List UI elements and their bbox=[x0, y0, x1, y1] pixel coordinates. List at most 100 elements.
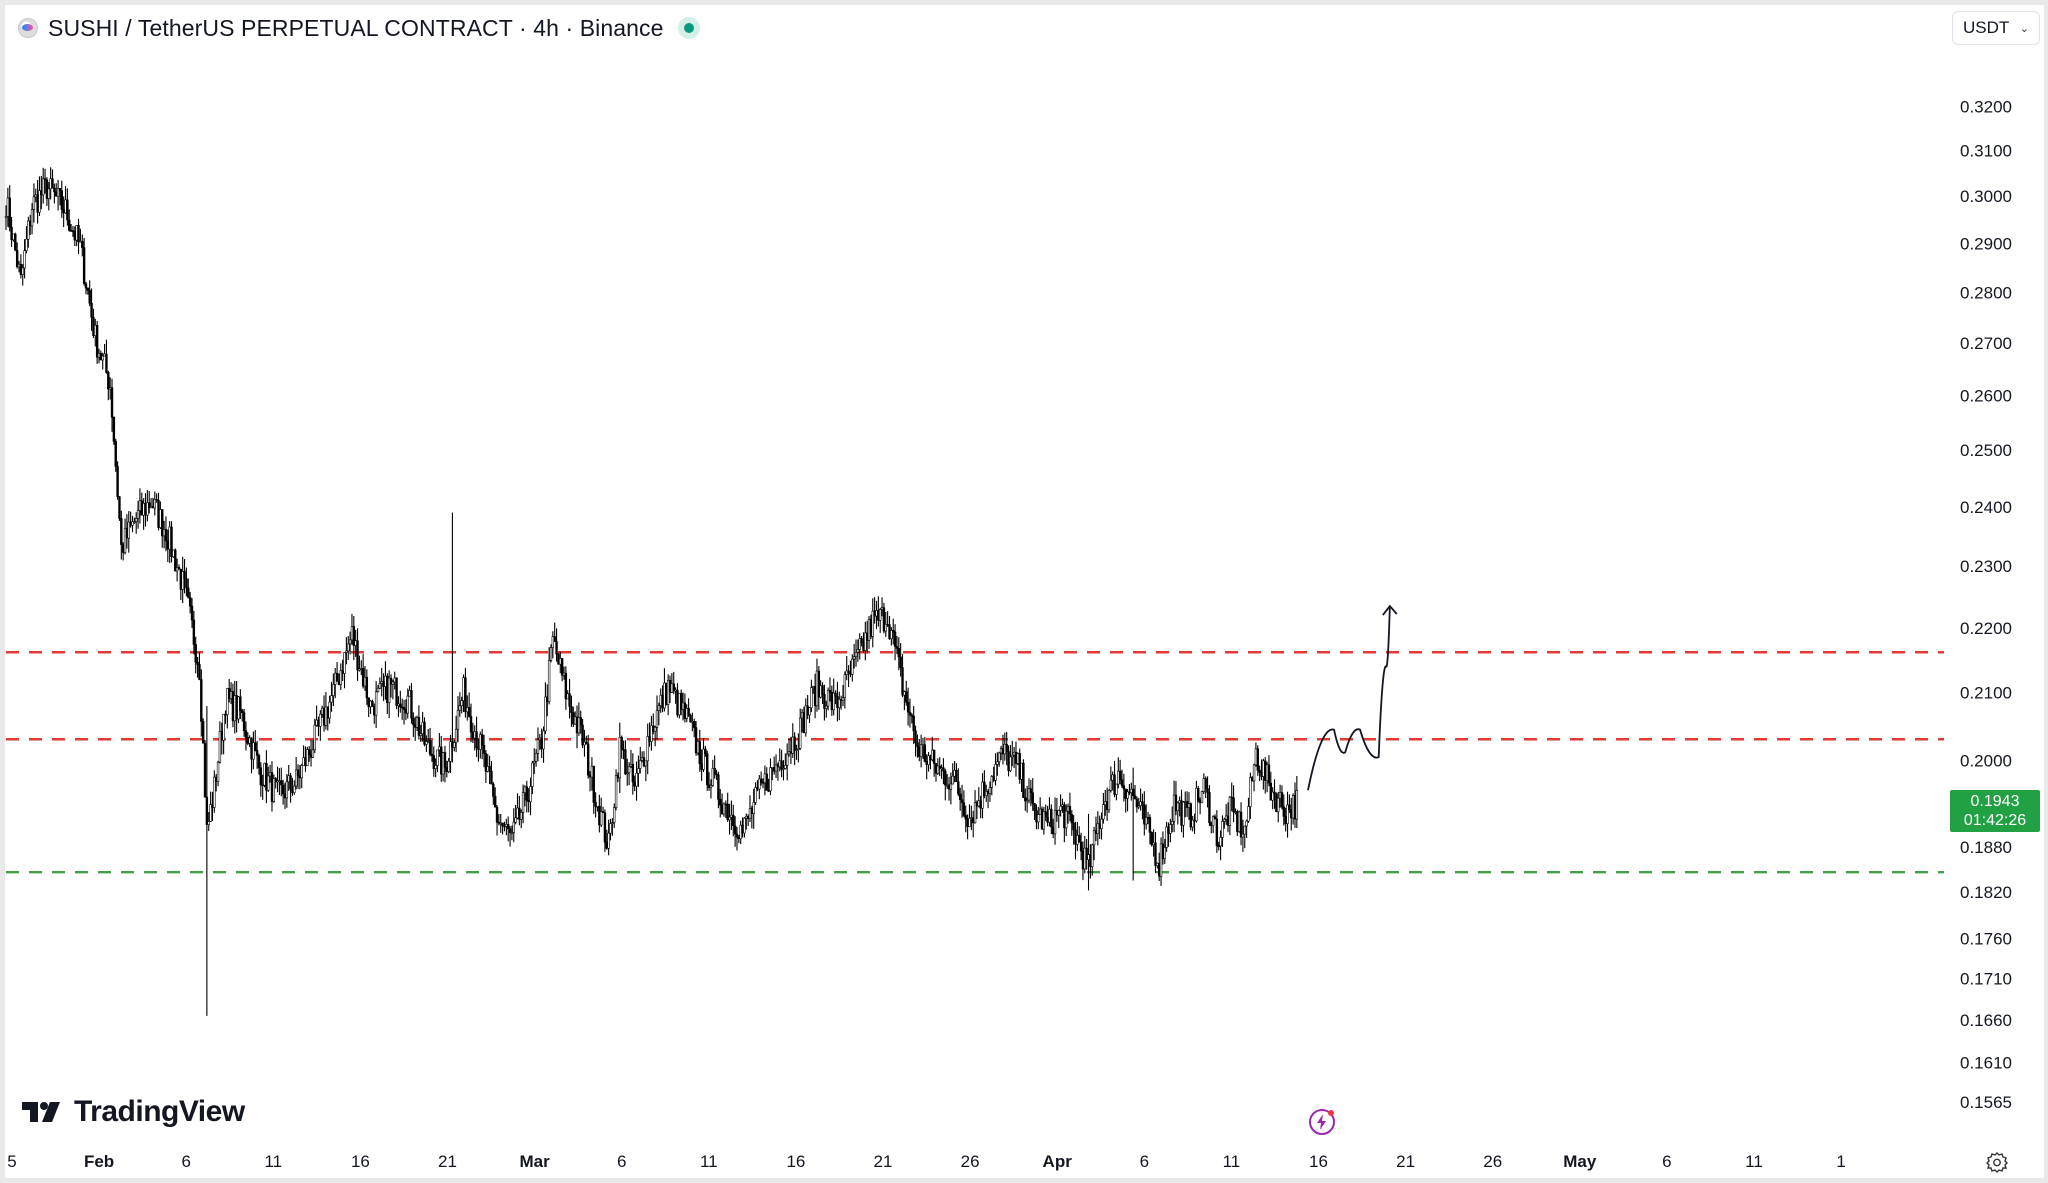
candle-body bbox=[1184, 801, 1187, 803]
candle-body bbox=[1135, 798, 1139, 808]
candle-body bbox=[1055, 810, 1059, 816]
candle-body bbox=[373, 705, 376, 716]
lightning-icon[interactable] bbox=[1308, 1108, 1336, 1136]
candle-body bbox=[620, 736, 623, 750]
candle-body bbox=[374, 691, 378, 716]
candle-body bbox=[337, 681, 341, 685]
tradingview-mark-icon bbox=[22, 1102, 60, 1122]
candle-body bbox=[330, 695, 333, 703]
candle-body bbox=[670, 683, 674, 693]
candle-body bbox=[1083, 847, 1087, 870]
candle-body bbox=[650, 725, 653, 742]
projection-path[interactable] bbox=[1307, 605, 1391, 791]
candle-body bbox=[378, 683, 382, 689]
candle-body bbox=[1053, 810, 1057, 835]
candle-body bbox=[923, 744, 927, 762]
candle-body bbox=[663, 682, 666, 709]
candle-body bbox=[609, 823, 612, 834]
candle-body bbox=[906, 701, 910, 713]
candle-body bbox=[207, 821, 210, 826]
candle-body bbox=[341, 670, 344, 674]
candle-body bbox=[1167, 826, 1170, 834]
symbol-title[interactable]: SUSHI / TetherUS PERPETUAL CONTRACT · 4h… bbox=[48, 14, 664, 41]
candle-body bbox=[652, 725, 655, 732]
candle-body bbox=[1100, 818, 1103, 829]
candle-body bbox=[354, 640, 357, 646]
candle-body bbox=[324, 706, 328, 726]
candle-body bbox=[384, 675, 387, 687]
candle-body bbox=[423, 721, 426, 745]
candle-body bbox=[689, 715, 692, 723]
candle-body bbox=[1014, 751, 1018, 764]
candle-body bbox=[441, 752, 445, 775]
candle-body bbox=[1191, 819, 1194, 828]
candle-body bbox=[897, 648, 901, 658]
candle-body bbox=[683, 702, 687, 719]
candle-body bbox=[200, 679, 203, 722]
candle-body bbox=[761, 782, 765, 784]
candle-body bbox=[488, 766, 491, 772]
candle-body bbox=[696, 741, 700, 754]
candle-body bbox=[419, 733, 422, 736]
candle-body bbox=[720, 804, 724, 815]
candle-body bbox=[1065, 810, 1068, 829]
time-tick-label: 6 bbox=[1662, 1152, 1671, 1171]
candle-body bbox=[598, 805, 601, 826]
candle-body bbox=[1078, 835, 1081, 843]
candle-body bbox=[810, 687, 813, 709]
candle-body bbox=[161, 509, 164, 537]
candle-body bbox=[1018, 753, 1021, 780]
candle-body bbox=[237, 696, 240, 720]
candle-body bbox=[129, 521, 132, 526]
candle-body bbox=[1096, 823, 1100, 834]
candle-body bbox=[220, 731, 223, 741]
candle-body bbox=[1040, 808, 1044, 830]
candle-body bbox=[795, 749, 798, 751]
candle-body bbox=[1158, 862, 1161, 877]
candle-body bbox=[516, 807, 519, 819]
tradingview-logo[interactable]: TradingView bbox=[22, 1095, 245, 1129]
candle-body bbox=[594, 802, 597, 807]
candle-body bbox=[159, 509, 162, 528]
candle-body bbox=[776, 764, 780, 768]
settings-gear-icon[interactable] bbox=[1985, 1150, 2009, 1174]
candle-body bbox=[118, 496, 121, 519]
candle-body bbox=[1074, 829, 1077, 845]
candle-body bbox=[622, 748, 625, 751]
candle-body bbox=[239, 696, 242, 712]
candle-body bbox=[566, 693, 569, 700]
candle-body bbox=[1148, 817, 1152, 833]
candle-body bbox=[1063, 804, 1066, 829]
candle-body bbox=[1076, 835, 1079, 845]
candle-body bbox=[274, 778, 277, 783]
candle-body bbox=[1042, 811, 1046, 830]
candle-body bbox=[36, 194, 39, 213]
candle-body bbox=[466, 707, 469, 713]
currency-selector-button[interactable]: USDT ⌄ bbox=[1952, 11, 2040, 45]
time-tick-label: 26 bbox=[1483, 1152, 1502, 1171]
candle-body bbox=[588, 774, 592, 778]
candle-body bbox=[281, 784, 285, 795]
candle-body bbox=[921, 744, 925, 747]
candle-body bbox=[320, 707, 324, 715]
candle-body bbox=[453, 742, 456, 748]
candle-body bbox=[940, 767, 943, 769]
time-tick-label: 21 bbox=[438, 1152, 457, 1171]
candle-body bbox=[287, 775, 290, 783]
candle-body bbox=[908, 711, 912, 716]
candle-body bbox=[819, 685, 822, 698]
candle-body bbox=[679, 692, 683, 710]
candle-body bbox=[553, 636, 556, 642]
candle-body bbox=[146, 502, 149, 516]
price-tick-label: 0.1565 bbox=[1960, 1093, 2012, 1112]
candle-body bbox=[812, 686, 815, 688]
candle-body bbox=[966, 818, 969, 828]
market-open-dot-icon[interactable] bbox=[677, 17, 700, 39]
candle-body bbox=[1269, 782, 1273, 801]
candle-body bbox=[425, 741, 428, 745]
candle-body bbox=[918, 746, 921, 758]
candle-body bbox=[986, 790, 990, 794]
candle-body bbox=[934, 763, 938, 774]
candle-body bbox=[919, 744, 923, 758]
